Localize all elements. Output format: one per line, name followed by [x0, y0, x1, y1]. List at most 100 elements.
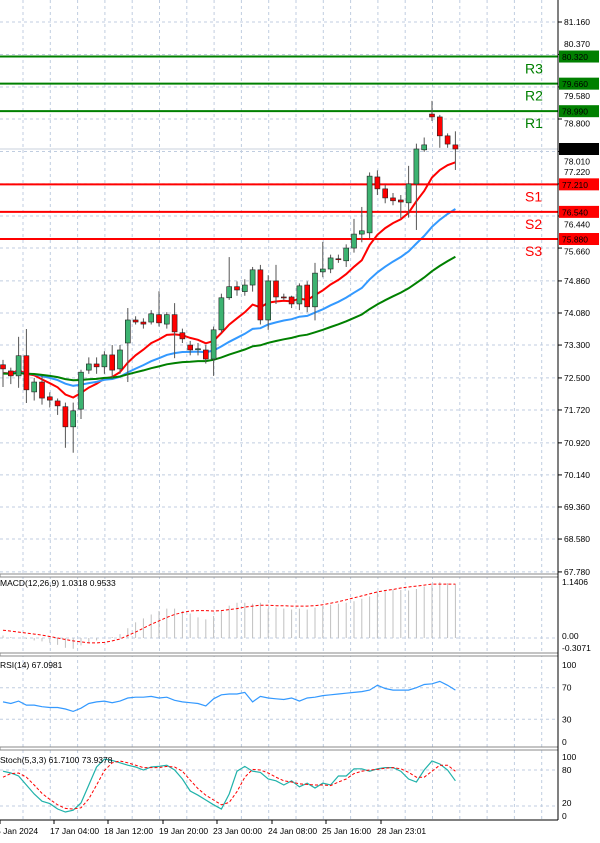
- level-badges: 80.320 79.660 78.990 77.210 76.540 75.880 78.0…: [559, 50, 599, 246]
- bearish-candle: [444, 135, 451, 145]
- bullish-candle: [413, 148, 420, 185]
- bullish-candle: [405, 183, 412, 204]
- bullish-candle: [343, 247, 350, 262]
- level-label-r1: R1: [525, 115, 543, 131]
- price-tick-label: 70.140: [564, 470, 590, 480]
- bullish-candle: [31, 381, 38, 393]
- time-tick-label: 19 Jan 20:00: [159, 826, 208, 836]
- time-tick-label: 28 Jan 23:01: [377, 826, 426, 836]
- support-resistance-levels: R3 R2 R1 S1 S2 S3: [0, 55, 558, 259]
- bearish-candle: [382, 188, 389, 199]
- macd-tick-label: -0.3071: [562, 643, 591, 653]
- stoch-main-line: [2, 758, 456, 813]
- rsi-tick-label: 30: [562, 714, 572, 724]
- bearish-candle: [257, 269, 264, 321]
- bearish-candle: [280, 296, 287, 299]
- level-price-badge: [559, 50, 599, 63]
- level-price-badge: [559, 205, 599, 218]
- bullish-candle: [164, 314, 170, 325]
- bearish-candle: [8, 370, 14, 377]
- stoch-tick-label: 80: [562, 765, 572, 775]
- bullish-candle: [312, 272, 318, 308]
- rsi-tick-label: 70: [562, 683, 572, 693]
- bearish-candle: [0, 364, 6, 370]
- grid: [0, 0, 558, 820]
- bullish-candle: [117, 349, 123, 370]
- price-tick-label: 74.860: [564, 276, 590, 286]
- price-tick-label: 79.580: [564, 91, 590, 101]
- price-tick-label: 71.720: [564, 405, 590, 415]
- bullish-candle: [366, 175, 373, 234]
- current-price-badge: [559, 142, 599, 155]
- level-price-value: 78.990: [562, 107, 588, 117]
- bullish-candle: [249, 269, 256, 286]
- bullish-candle: [78, 371, 84, 410]
- stoch-tick-label: 0: [562, 811, 567, 821]
- bullish-candle: [70, 410, 76, 428]
- bearish-candle: [132, 319, 139, 323]
- bullish-candle: [358, 230, 365, 235]
- indicator-labels: MACD(12,26,9) 1.0318 0.9533 RSI(14) 67.09…: [0, 578, 116, 765]
- pane-separator: [0, 573, 559, 578]
- bullish-candle: [195, 348, 201, 351]
- level-price-value: 80.320: [562, 52, 588, 62]
- bearish-candle: [304, 284, 311, 308]
- stoch-tick-label: 20: [562, 798, 572, 808]
- price-tick-label: 70.920: [564, 438, 590, 448]
- time-tick-label: 25 Jan 16:00: [322, 826, 371, 836]
- rsi-tick-label: 0: [562, 737, 567, 747]
- level-price-badge: [559, 233, 599, 246]
- bearish-candle: [374, 176, 381, 190]
- bearish-candle: [187, 344, 193, 351]
- bearish-candle: [109, 354, 115, 371]
- bearish-candle: [288, 296, 295, 305]
- bearish-candle: [397, 199, 404, 203]
- price-tick-label: 78.010: [564, 156, 590, 166]
- current-price-value: 78.070: [562, 144, 588, 154]
- macd-tick-label: 1.1406: [562, 577, 588, 587]
- time-tick-label: 17 Jan 04:00: [50, 826, 99, 836]
- price-tick-label: 67.780: [564, 567, 590, 577]
- bearish-candle: [62, 406, 69, 428]
- bullish-candle: [210, 329, 217, 360]
- price-tick-label: 69.360: [564, 502, 590, 512]
- indicator-panes: [0, 0, 559, 821]
- price-tick-label: 75.660: [564, 247, 590, 257]
- bearish-candle: [203, 349, 209, 360]
- bearish-candle: [234, 286, 240, 291]
- bullish-candle: [421, 144, 428, 151]
- stoch-signal-line: [2, 760, 456, 810]
- level-price-value: 75.880: [562, 235, 588, 245]
- level-label-s2: S2: [525, 216, 542, 232]
- stoch-label: Stoch(5,3,3) 61.7100 73.9378: [0, 755, 113, 765]
- bullish-candle: [148, 313, 154, 323]
- bearish-candle: [273, 280, 279, 298]
- price-tick-label: 72.500: [564, 373, 590, 383]
- level-price-value: 77.210: [562, 180, 588, 190]
- pane-separator: [0, 652, 559, 657]
- bullish-candle: [319, 268, 326, 273]
- level-price-badge: [559, 105, 599, 118]
- rsi-line: [2, 680, 456, 713]
- rsi-label: RSI(14) 67.0981: [0, 660, 63, 670]
- bullish-candle: [296, 285, 303, 305]
- time-tick-label: 5 Jan 2024: [0, 826, 38, 836]
- level-label-r2: R2: [525, 88, 543, 104]
- price-tick-label: 73.300: [564, 340, 590, 350]
- macd-tick-label: 0.00: [562, 631, 579, 641]
- level-price-badge: [559, 178, 599, 191]
- stoch-tick-label: 100: [562, 752, 576, 762]
- price-tick-label: 77.220: [564, 167, 590, 177]
- price-tick-label: 80.370: [564, 39, 590, 49]
- price-tick-label: 74.080: [564, 308, 590, 318]
- bearish-candle: [93, 363, 100, 368]
- bearish-candle: [429, 113, 435, 118]
- time-tick-label: 23 Jan 00:00: [213, 826, 262, 836]
- bullish-candle: [15, 355, 22, 377]
- bearish-candle: [46, 396, 53, 401]
- bullish-candle: [101, 354, 108, 368]
- pane-separator: [0, 746, 559, 751]
- bullish-candle: [218, 297, 225, 331]
- bullish-candle: [226, 286, 232, 299]
